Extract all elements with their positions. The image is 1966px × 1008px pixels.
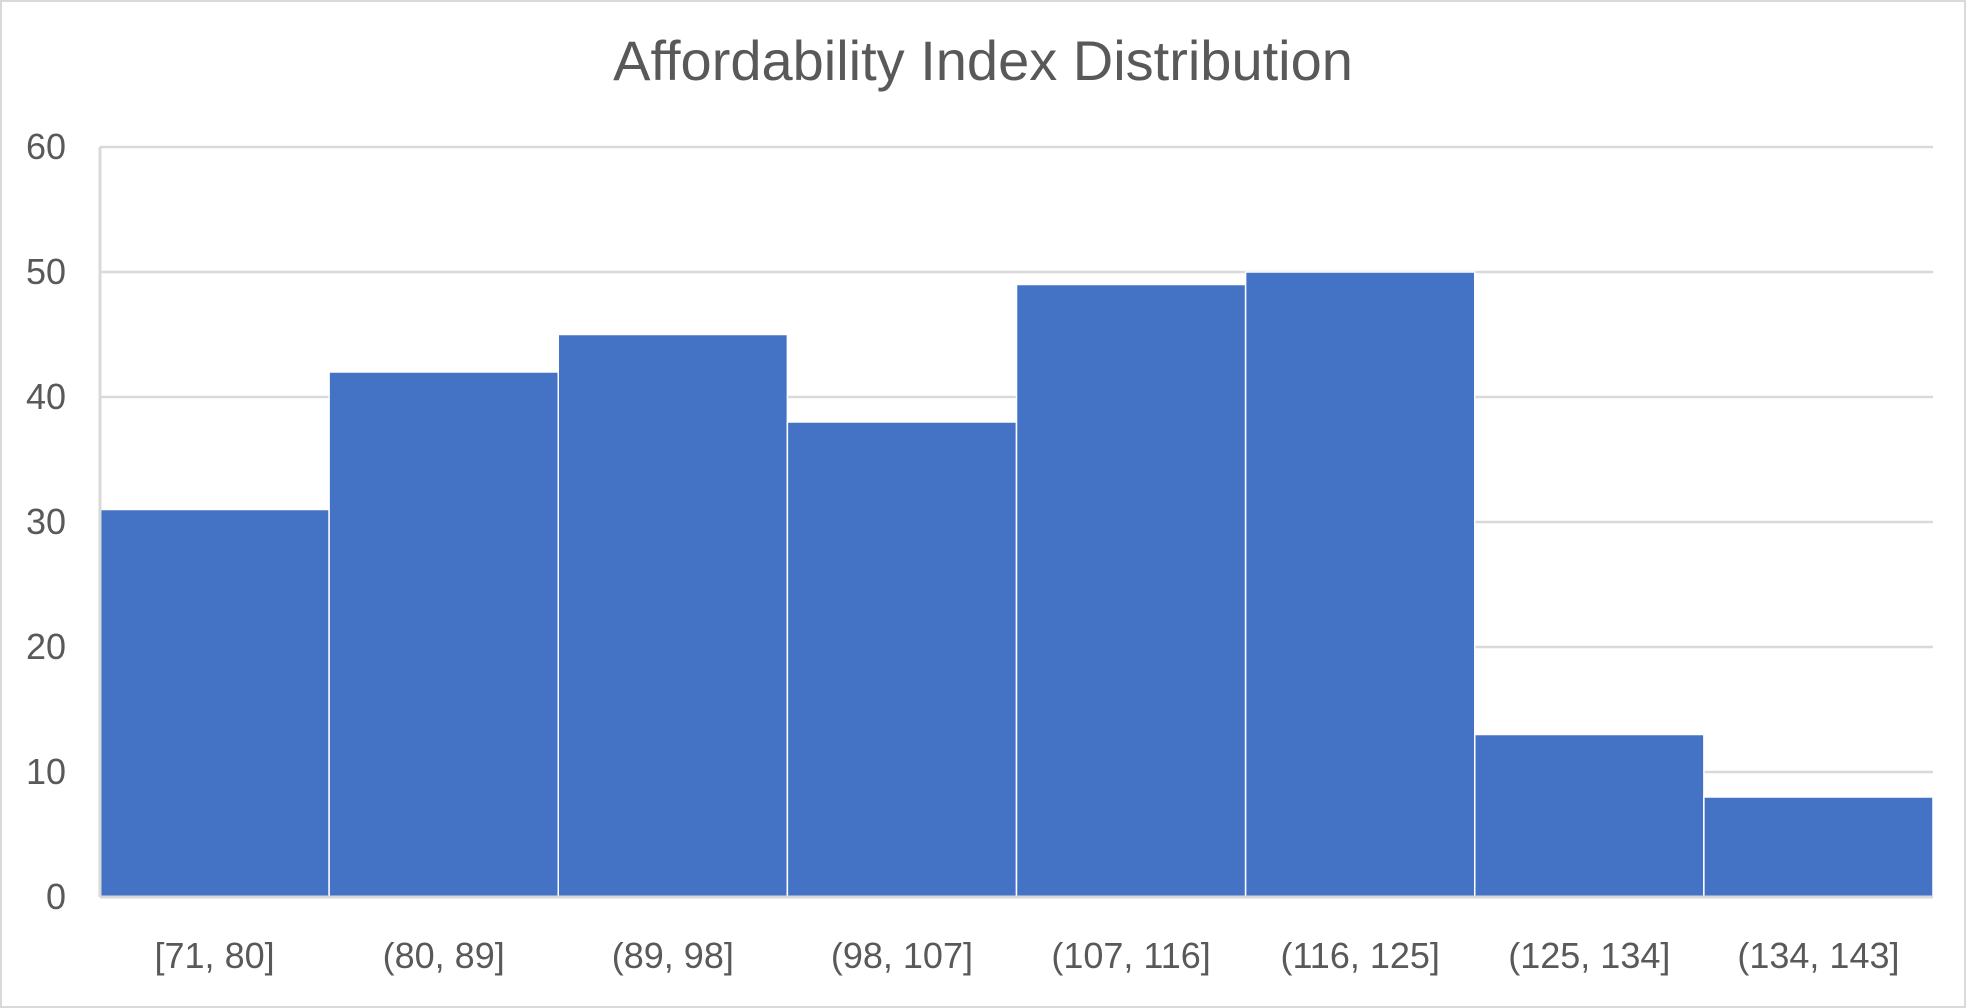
- histogram-bar: [328, 371, 559, 898]
- y-tick-label: 40: [26, 376, 66, 417]
- x-tick-label: (125, 134]: [1508, 935, 1670, 976]
- histogram-bar: [557, 333, 789, 898]
- y-tick-label: 20: [26, 626, 66, 667]
- y-tick-label: 0: [46, 876, 66, 917]
- x-tick-label: (98, 107]: [831, 935, 973, 976]
- histogram-bar: [786, 421, 1018, 898]
- x-tick-label: (80, 89]: [383, 935, 505, 976]
- x-tick-label: (89, 98]: [612, 935, 734, 976]
- y-tick-labels: 0 10 20 30 40 50 60: [26, 126, 66, 917]
- x-tick-labels: [71, 80] (80, 89] (89, 98] (98, 107] (107, 1…: [155, 935, 1900, 976]
- x-tick-label: [71, 80]: [155, 935, 275, 976]
- histogram-bar: [1703, 796, 1934, 898]
- y-tick-label: 10: [26, 751, 66, 792]
- bars: [99, 271, 1934, 898]
- chart-title: Affordability Index Distribution: [613, 29, 1353, 92]
- y-tick-label: 30: [26, 501, 66, 542]
- y-tick-label: 60: [26, 126, 66, 167]
- x-tick-label: (134, 143]: [1737, 935, 1899, 976]
- y-tick-label: 50: [26, 251, 66, 292]
- x-tick-label: (107, 116]: [1051, 935, 1210, 976]
- axes: [98, 147, 1933, 899]
- histogram-bar: [1015, 283, 1247, 898]
- histogram-bar: [1244, 271, 1476, 898]
- histogram-bar: [99, 508, 330, 898]
- x-tick-label: (116, 125]: [1280, 935, 1439, 976]
- histogram-bar: [1474, 733, 1705, 898]
